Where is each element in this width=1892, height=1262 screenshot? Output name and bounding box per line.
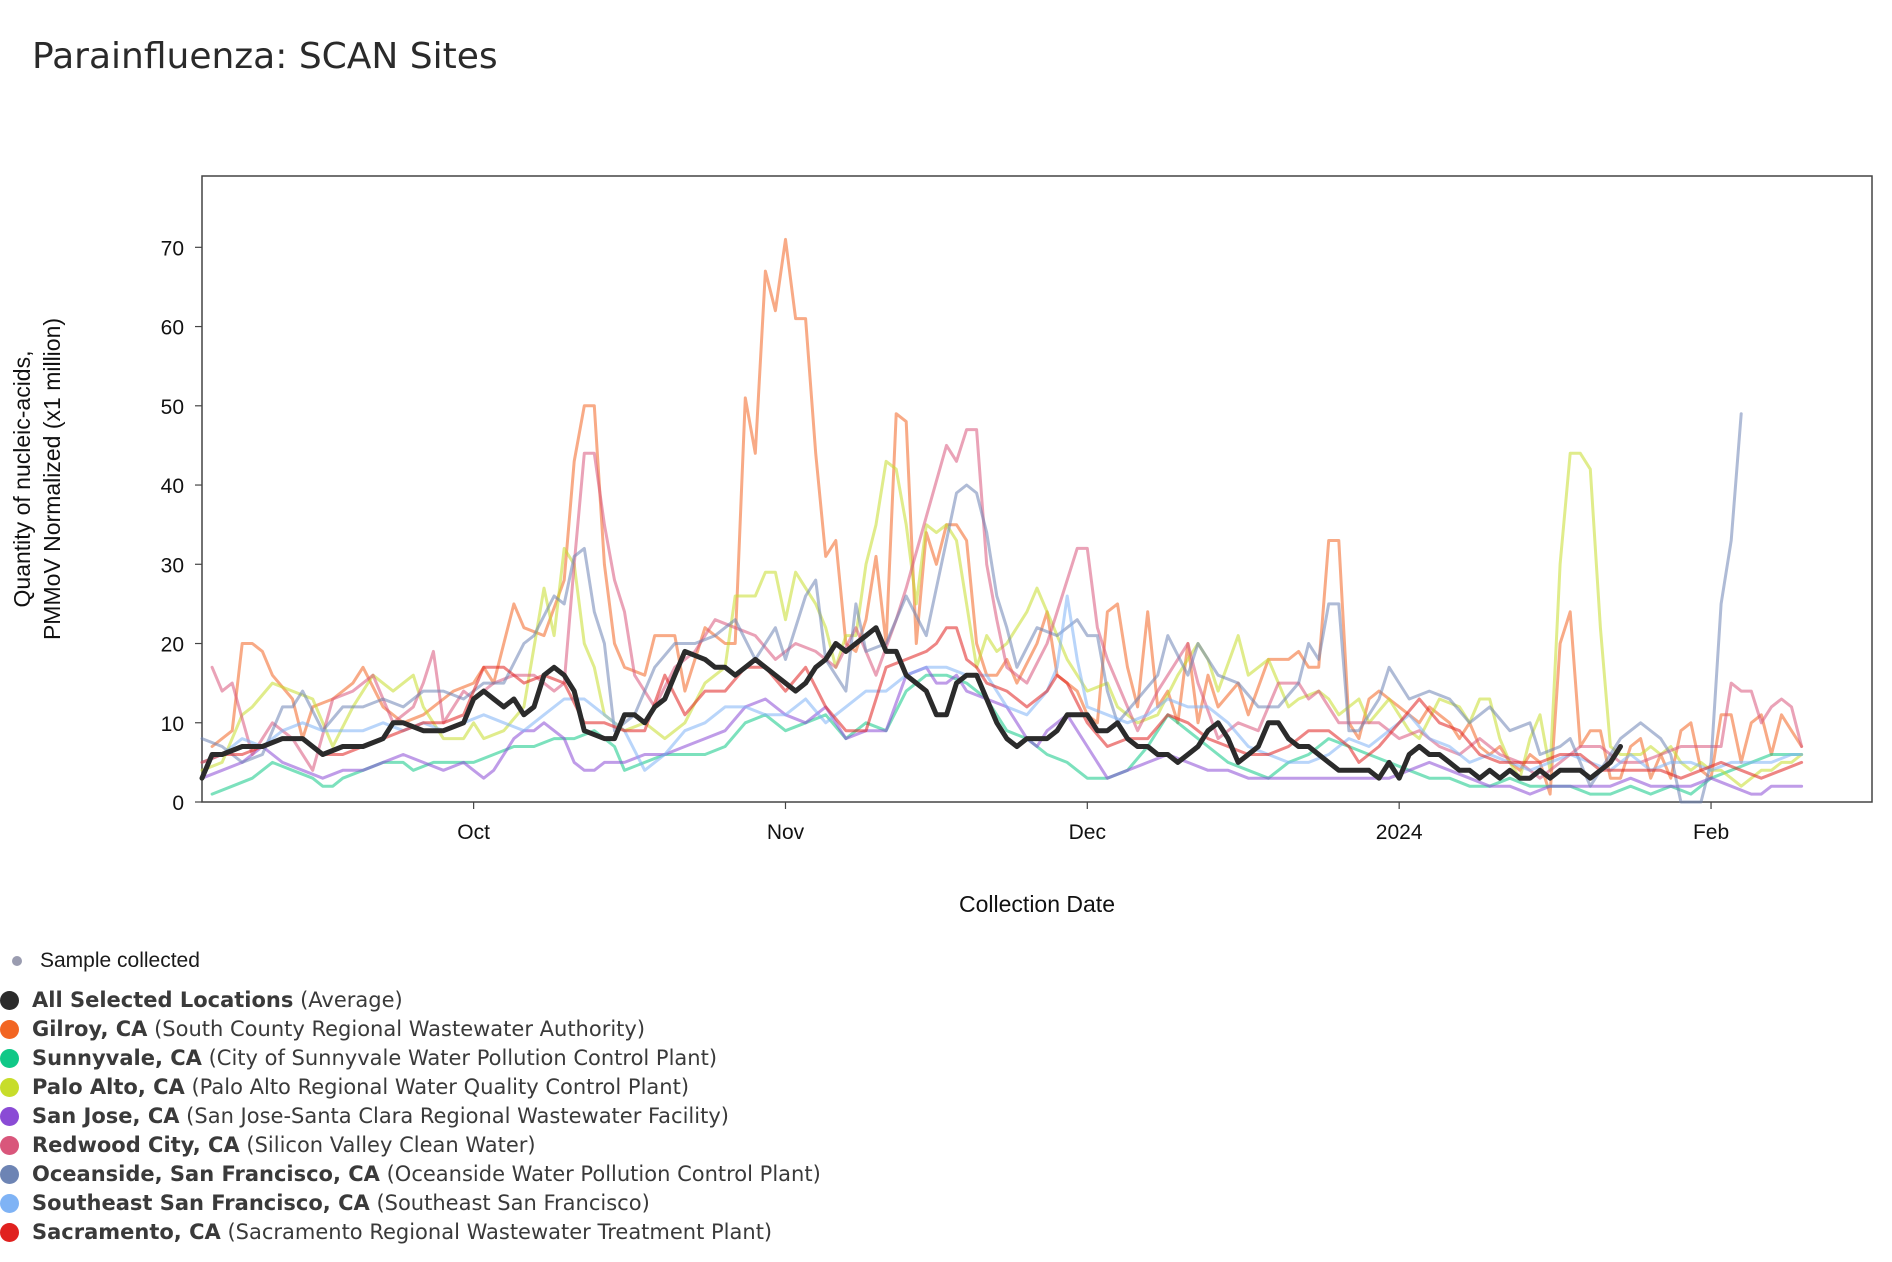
y-tick-label: 20 (161, 634, 184, 657)
legend-label: San Jose, CA (San Jose-Santa Clara Regio… (32, 1102, 729, 1131)
legend-label: Redwood City, CA (Silicon Valley Clean W… (32, 1131, 536, 1160)
y-axis-label-line2: PMMoV Normalized (x1 million) (39, 318, 65, 640)
legend-label: Sunnyvale, CA (City of Sunnyvale Water P… (32, 1044, 717, 1073)
legend-swatch-icon (0, 1136, 19, 1155)
legend-label: Sacramento, CA (Sacramento Regional Wast… (32, 1218, 772, 1247)
legend-city: Palo Alto, CA (32, 1075, 185, 1099)
legend-swatch-icon (0, 1223, 19, 1242)
series-line-palo-alto-ca (200, 451, 1804, 788)
legend-swatch-icon (0, 1194, 19, 1213)
y-tick-label: 10 (161, 713, 184, 736)
legend-swatch-icon (0, 1078, 19, 1097)
legend-swatch-icon (0, 1020, 19, 1039)
x-tick-label: Dec (1069, 821, 1106, 844)
legend-swatch-icon (0, 1165, 19, 1184)
legend-swatch-icon (0, 1107, 19, 1126)
legend-swatch-icon (0, 991, 19, 1010)
chart-title: Parainfluenza: SCAN Sites (32, 36, 498, 77)
legend-site: (Palo Alto Regional Water Quality Contro… (184, 1075, 690, 1099)
legend-label: Gilroy, CA (South County Regional Wastew… (32, 1015, 645, 1044)
y-tick-label: 60 (161, 317, 184, 340)
y-tick-label: 30 (161, 554, 184, 577)
legend-label: Southeast San Francisco, CA (Southeast S… (32, 1189, 650, 1218)
legend-site: (Silicon Valley Clean Water) (239, 1133, 536, 1157)
legend-city: Redwood City, CA (32, 1133, 240, 1157)
sample-dot-icon (12, 956, 22, 966)
series-line-southeast-san-francisco-ca (200, 594, 1804, 772)
legend-city: Gilroy, CA (32, 1017, 148, 1041)
series-line-sacramento-ca (200, 626, 1804, 780)
legend-city: All Selected Locations (32, 988, 294, 1012)
legend-swatch-icon (0, 1049, 19, 1068)
legend-site: (Sacramento Regional Wastewater Treatmen… (220, 1220, 773, 1244)
x-tick-label: 2024 (1376, 821, 1423, 844)
x-tick-label: Oct (457, 821, 490, 844)
legend-label: All Selected Locations (Average) (32, 986, 403, 1015)
legend-label: Palo Alto, CA (Palo Alto Regional Water … (32, 1073, 689, 1102)
legend-site: (Average) (293, 988, 403, 1012)
legend-city: Sunnyvale, CA (32, 1046, 202, 1070)
legend-site: (San Jose-Santa Clara Regional Wastewate… (179, 1104, 729, 1128)
x-tick-label: Feb (1693, 821, 1729, 844)
sample-collected-label: Sample collected (40, 949, 200, 972)
legend-city: Oceanside, San Francisco, CA (32, 1162, 380, 1186)
legend-city: San Jose, CA (32, 1104, 180, 1128)
legend-site: (Oceanside Water Pollution Control Plant… (379, 1162, 821, 1186)
y-tick-label: 0 (172, 792, 184, 815)
legend-site: (City of Sunnyvale Water Pollution Contr… (201, 1046, 718, 1070)
legend-city: Sacramento, CA (32, 1220, 221, 1244)
y-axis-label-line1: Quantity of nucleic-acids, (9, 351, 35, 608)
legend-city: Southeast San Francisco, CA (32, 1191, 370, 1215)
x-tick-label: Nov (767, 821, 805, 844)
y-tick-label: 50 (161, 396, 184, 419)
series-line-all-selected-locations (199, 625, 1623, 781)
legend-site: (South County Regional Wastewater Author… (147, 1017, 646, 1041)
y-tick-label: 70 (161, 237, 184, 260)
series-line-oceanside-san-francisco-ca (200, 412, 1743, 804)
series-line-san-jose-ca (200, 665, 1804, 796)
legend-site: (Southeast San Francisco) (369, 1191, 650, 1215)
y-tick-label: 40 (161, 475, 184, 498)
x-axis-label: Collection Date (959, 891, 1115, 917)
series-line-sunnyvale-ca (210, 673, 1804, 796)
legend-label: Oceanside, San Francisco, CA (Oceanside … (32, 1160, 821, 1189)
